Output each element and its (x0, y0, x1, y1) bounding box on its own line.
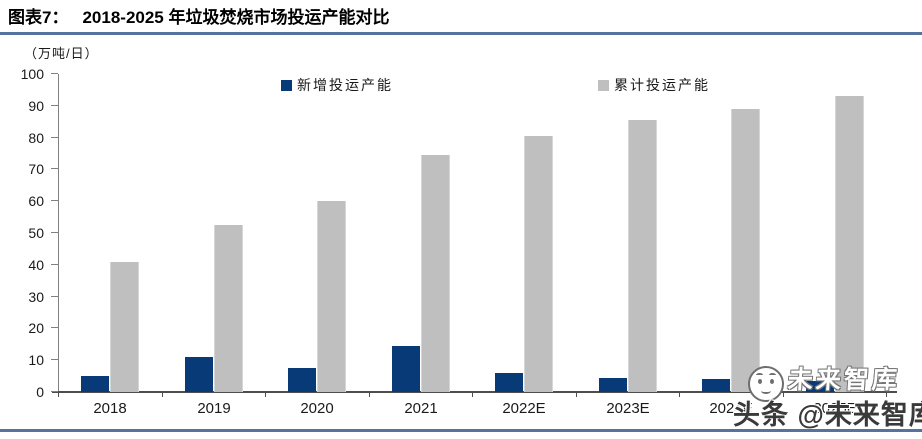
x-axis-label-2022E: 2022E (502, 400, 546, 417)
y-axis-tick-40 (51, 263, 58, 265)
y-axis-label-20: 20 (28, 320, 44, 337)
bar-series-1-2018 (110, 261, 139, 392)
x-axis-tick-7 (783, 392, 784, 397)
x-axis-tick-6 (679, 392, 680, 397)
y-axis-label-60: 60 (28, 193, 44, 210)
legend-label-new-capacity: 新增投运产能 (297, 77, 393, 93)
y-axis-label-90: 90 (28, 97, 44, 114)
y-axis-line (58, 74, 59, 392)
legend-swatch-new-capacity (281, 79, 292, 91)
bar-series-0-2021 (392, 345, 420, 392)
face-right-brow (769, 373, 776, 377)
y-axis-tick-80 (51, 136, 58, 138)
y-axis-unit-label: （万吨/日） (24, 46, 99, 61)
y-axis-tick-50 (51, 232, 58, 233)
face-right-eye (770, 379, 774, 384)
chart-title-text: 2018-2025 年垃圾焚烧市场投运产能对比 (82, 8, 390, 27)
bar-series-0-2020 (288, 368, 316, 392)
legend-item-new-capacity: 新增投运产能 (281, 76, 393, 94)
x-axis-tick-3 (369, 392, 370, 397)
legend-swatch-cumulative-capacity (598, 79, 609, 91)
x-axis-label-2020: 2020 (300, 400, 334, 417)
x-axis-label-2024E: 2024E (709, 400, 753, 417)
y-axis-tick-90 (51, 104, 58, 106)
title-rule-divider (0, 32, 922, 35)
x-axis-tick-8 (886, 392, 887, 397)
x-axis-line (52, 391, 897, 393)
y-axis-label-40: 40 (28, 256, 44, 273)
bar-series-0-2022E (495, 372, 523, 392)
bar-series-1-2019 (214, 225, 243, 392)
chart-title: 图表7： 2018-2025 年垃圾焚烧市场投运产能对比 (8, 5, 918, 30)
y-axis-tick-30 (51, 295, 58, 297)
y-axis-label-10: 10 (28, 352, 44, 369)
x-axis-label-2021: 2021 (404, 400, 438, 417)
legend-label-cumulative-capacity: 累计投运产能 (614, 77, 710, 93)
y-axis-label-30: 30 (28, 288, 44, 305)
chart-number-label: 图表7： (8, 8, 69, 27)
y-axis-tick-20 (51, 327, 58, 329)
x-axis-tick-1 (162, 392, 163, 397)
legend-item-cumulative-capacity: 累计投运产能 (598, 76, 710, 94)
y-axis-tick-0 (51, 391, 58, 392)
bar-series-0-2018 (81, 376, 109, 392)
x-axis-label-2025E: 2025E (813, 400, 857, 417)
bar-series-1-2025E (835, 96, 864, 392)
x-axis-tick-0 (58, 392, 59, 397)
bottom-rule-divider (0, 429, 922, 432)
y-axis-tick-10 (51, 359, 58, 361)
x-axis-tick-5 (576, 392, 577, 397)
y-axis-tick-100 (51, 73, 58, 74)
x-axis-label-2019: 2019 (197, 400, 231, 417)
x-axis-tick-4 (472, 392, 473, 397)
x-axis-label-2023E: 2023E (606, 400, 650, 417)
y-axis-label-100: 100 (20, 66, 44, 82)
bar-series-0-2025E (806, 380, 834, 392)
x-axis-label-2018: 2018 (93, 400, 127, 417)
y-axis-label-80: 80 (28, 129, 44, 146)
y-axis-label-70: 70 (28, 161, 44, 178)
bar-series-0-2019 (185, 357, 213, 392)
bar-series-1-2021 (421, 155, 450, 392)
bar-series-1-2022E (524, 136, 553, 392)
bar-series-1-2023E (628, 120, 657, 392)
y-axis-label-0: 0 (36, 384, 44, 400)
bar-series-1-2020 (317, 201, 346, 392)
y-axis-tick-70 (51, 168, 58, 170)
x-axis-tick-2 (265, 392, 266, 397)
bar-series-0-2024E (702, 379, 730, 392)
y-axis-tick-60 (51, 200, 58, 202)
bar-series-1-2024E (731, 108, 760, 392)
bar-series-0-2023E (599, 377, 627, 392)
y-axis-label-50: 50 (28, 225, 44, 241)
